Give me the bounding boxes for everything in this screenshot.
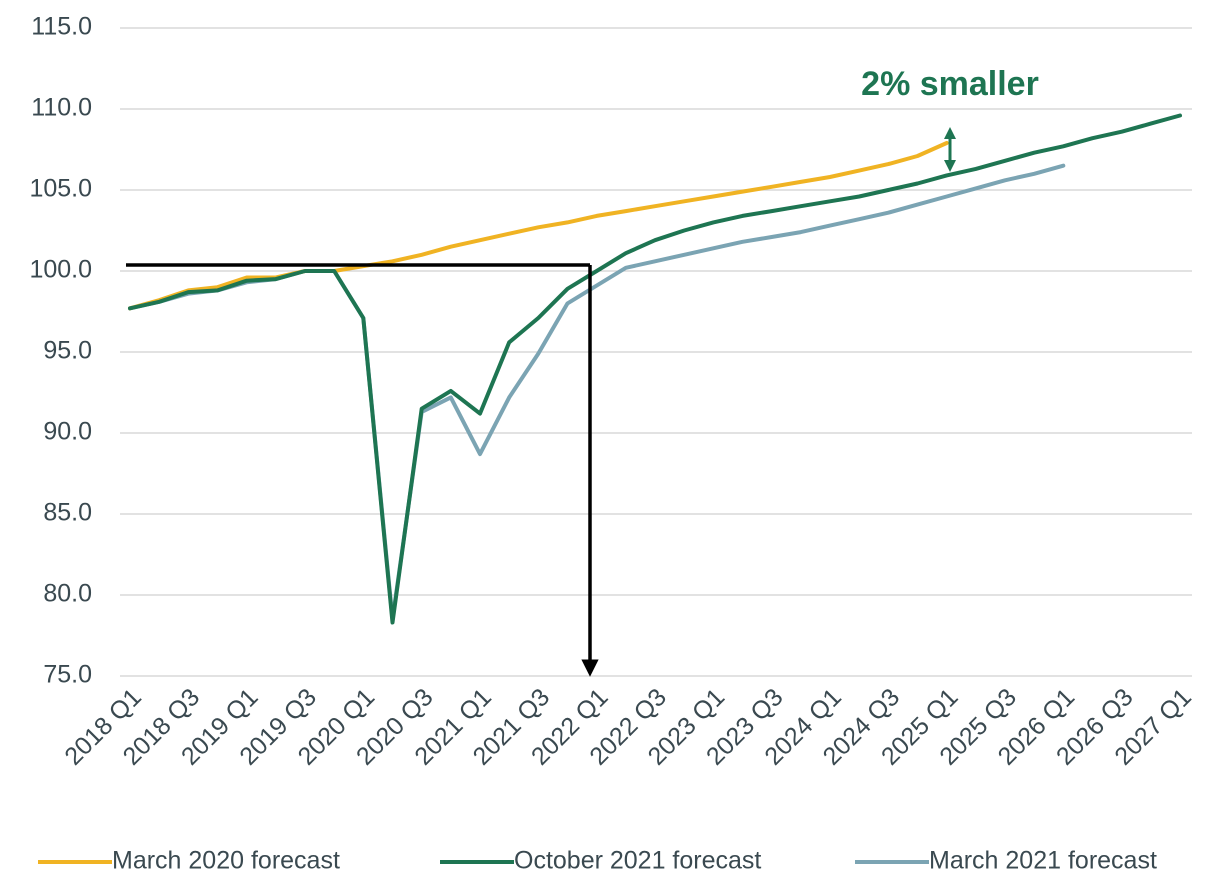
y-tick-label: 85.0 [43,499,92,527]
annotation: 2% smaller [861,65,1039,103]
legend-label: March 2020 forecast [112,847,340,875]
y-tick-label: 110.0 [31,94,92,122]
y-tick-label: 105.0 [29,175,92,203]
series-line [128,141,949,311]
grid [120,27,1192,677]
legend-label: October 2021 forecast [514,847,761,875]
y-tick-label: 95.0 [43,337,92,365]
y-tick-label: 115.0 [31,13,92,41]
lines [128,113,1182,625]
y-tick-label: 75.0 [43,661,92,689]
series-line [128,163,1066,622]
y-tick-label: 80.0 [43,580,92,608]
y-tick-label: 100.0 [29,256,92,284]
legend-label: March 2021 forecast [929,847,1157,875]
series-line [128,113,1182,625]
y-tick-label: 90.0 [43,418,92,446]
